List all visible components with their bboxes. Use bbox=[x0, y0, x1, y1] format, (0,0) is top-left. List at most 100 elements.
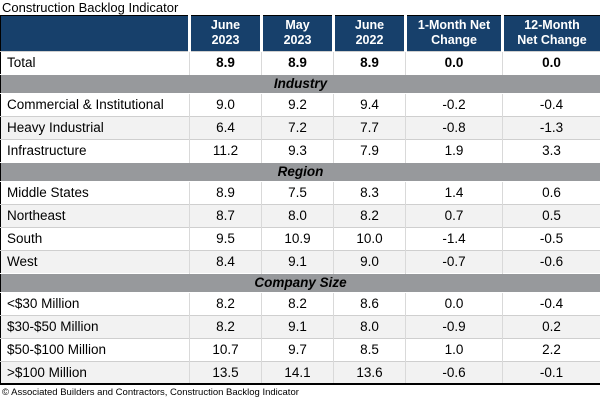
cell-value: 8.2 bbox=[189, 291, 262, 315]
cell-value: 0.2 bbox=[502, 314, 600, 338]
cell-value: 9.2 bbox=[261, 92, 334, 116]
row-label: West bbox=[0, 249, 190, 273]
cell-value: 1.9 bbox=[405, 138, 503, 162]
table-row-total: Total 8.9 8.9 8.9 0.0 0.0 bbox=[0, 50, 600, 74]
cell-value: 8.4 bbox=[189, 249, 262, 273]
cell-value: 7.7 bbox=[333, 115, 406, 139]
cell-value: 11.2 bbox=[189, 138, 262, 162]
cell-value: 13.5 bbox=[189, 360, 262, 384]
cell-value: 9.0 bbox=[189, 92, 262, 116]
table-row-west: West 8.4 9.1 9.0 -0.7 -0.6 bbox=[0, 249, 600, 273]
cell-value: 9.4 bbox=[333, 92, 406, 116]
column-header-12-month-net-change: 12-Month Net Change bbox=[501, 15, 600, 51]
cell-value: 0.0 bbox=[405, 291, 503, 315]
cell-value: 10.7 bbox=[189, 337, 262, 361]
column-header-june-2022: June 2022 bbox=[332, 15, 406, 51]
column-header-may-2023: May 2023 bbox=[260, 15, 334, 51]
row-label: <$30 Million bbox=[0, 291, 190, 315]
cell-value: 0.0 bbox=[502, 50, 600, 74]
cell-value: 13.6 bbox=[333, 360, 406, 384]
cell-value: -0.6 bbox=[502, 249, 600, 273]
table-row-heavy-industrial: Heavy Industrial 6.4 7.2 7.7 -0.8 -1.3 bbox=[0, 115, 600, 139]
row-label: >$100 Million bbox=[0, 360, 190, 384]
row-label: Commercial & Institutional bbox=[0, 92, 190, 116]
cell-value: 0.5 bbox=[502, 203, 600, 227]
table-row-commercial-institutional: Commercial & Institutional 9.0 9.2 9.4 -… bbox=[0, 92, 600, 116]
section-header-region: Region bbox=[0, 161, 600, 182]
column-header-june-2023: June 2023 bbox=[188, 15, 262, 51]
table-row-infrastructure: Infrastructure 11.2 9.3 7.9 1.9 3.3 bbox=[0, 138, 600, 162]
table-row-under-30-million: <$30 Million 8.2 8.2 8.6 0.0 -0.4 bbox=[0, 291, 600, 315]
section-header-company-size: Company Size bbox=[0, 272, 600, 293]
cell-value: 8.0 bbox=[261, 203, 334, 227]
cell-value: 9.3 bbox=[261, 138, 334, 162]
cell-value: -0.4 bbox=[502, 92, 600, 116]
section-title: Company Size bbox=[0, 272, 600, 293]
cell-value: 7.5 bbox=[261, 180, 334, 204]
column-header-blank bbox=[0, 15, 190, 51]
cell-value: -0.7 bbox=[405, 249, 503, 273]
cell-value: 8.9 bbox=[333, 50, 406, 74]
cell-value: -0.9 bbox=[405, 314, 503, 338]
cell-value: 8.0 bbox=[333, 314, 406, 338]
cell-value: 6.4 bbox=[189, 115, 262, 139]
cell-value: 10.0 bbox=[333, 226, 406, 250]
table-row-south: South 9.5 10.9 10.0 -1.4 -0.5 bbox=[0, 226, 600, 250]
cell-value: 9.7 bbox=[261, 337, 334, 361]
copyright-footnote: © Associated Builders and Contractors, C… bbox=[2, 387, 299, 398]
cell-value: 0.6 bbox=[502, 180, 600, 204]
cell-value: 2.2 bbox=[502, 337, 600, 361]
page-title: Construction Backlog Indicator bbox=[2, 0, 179, 15]
table-row-over-100-million: >$100 Million 13.5 14.1 13.6 -0.6 -0.1 bbox=[0, 360, 600, 384]
cell-value: 8.2 bbox=[333, 203, 406, 227]
cell-value: -0.2 bbox=[405, 92, 503, 116]
table-row-middle-states: Middle States 8.9 7.5 8.3 1.4 0.6 bbox=[0, 180, 600, 204]
cell-value: 14.1 bbox=[261, 360, 334, 384]
row-label: Heavy Industrial bbox=[0, 115, 190, 139]
section-header-industry: Industry bbox=[0, 73, 600, 94]
cell-value: -0.4 bbox=[502, 291, 600, 315]
table-row-northeast: Northeast 8.7 8.0 8.2 0.7 0.5 bbox=[0, 203, 600, 227]
cell-value: 9.1 bbox=[261, 249, 334, 273]
cell-value: 1.0 bbox=[405, 337, 503, 361]
table-row-50-100-million: $50-$100 Million 10.7 9.7 8.5 1.0 2.2 bbox=[0, 337, 600, 361]
backlog-table: June 2023 May 2023 June 2022 1-Month Net… bbox=[0, 15, 600, 385]
row-label: Middle States bbox=[0, 180, 190, 204]
cell-value: 8.2 bbox=[189, 314, 262, 338]
cell-value: 10.9 bbox=[261, 226, 334, 250]
cell-value: 8.9 bbox=[189, 180, 262, 204]
cell-value: -0.6 bbox=[405, 360, 503, 384]
row-label: Total bbox=[0, 50, 190, 74]
cell-value: 9.0 bbox=[333, 249, 406, 273]
cell-value: 0.0 bbox=[405, 50, 503, 74]
row-label: South bbox=[0, 226, 190, 250]
row-label: $50-$100 Million bbox=[0, 337, 190, 361]
table-header-row: June 2023 May 2023 June 2022 1-Month Net… bbox=[0, 15, 600, 51]
cell-value: 8.7 bbox=[189, 203, 262, 227]
cell-value: 8.3 bbox=[333, 180, 406, 204]
column-header-1-month-net-change: 1-Month Net Change bbox=[404, 15, 503, 51]
cell-value: 9.1 bbox=[261, 314, 334, 338]
cell-value: 9.5 bbox=[189, 226, 262, 250]
cell-value: 3.3 bbox=[502, 138, 600, 162]
cell-value: 7.9 bbox=[333, 138, 406, 162]
section-title: Industry bbox=[0, 73, 600, 94]
row-label: $30-$50 Million bbox=[0, 314, 190, 338]
cell-value: 7.2 bbox=[261, 115, 334, 139]
cell-value: -0.8 bbox=[405, 115, 503, 139]
cell-value: 8.2 bbox=[261, 291, 334, 315]
section-title: Region bbox=[0, 161, 600, 182]
cell-value: 1.4 bbox=[405, 180, 503, 204]
cell-value: -0.5 bbox=[502, 226, 600, 250]
cell-value: -0.1 bbox=[502, 360, 600, 384]
cell-value: -1.4 bbox=[405, 226, 503, 250]
row-label: Infrastructure bbox=[0, 138, 190, 162]
cell-value: 8.5 bbox=[333, 337, 406, 361]
cell-value: 0.7 bbox=[405, 203, 503, 227]
row-label: Northeast bbox=[0, 203, 190, 227]
cell-value: 8.9 bbox=[189, 50, 262, 74]
cell-value: 8.9 bbox=[261, 50, 334, 74]
table-row-30-50-million: $30-$50 Million 8.2 9.1 8.0 -0.9 0.2 bbox=[0, 314, 600, 338]
cell-value: -1.3 bbox=[502, 115, 600, 139]
cell-value: 8.6 bbox=[333, 291, 406, 315]
